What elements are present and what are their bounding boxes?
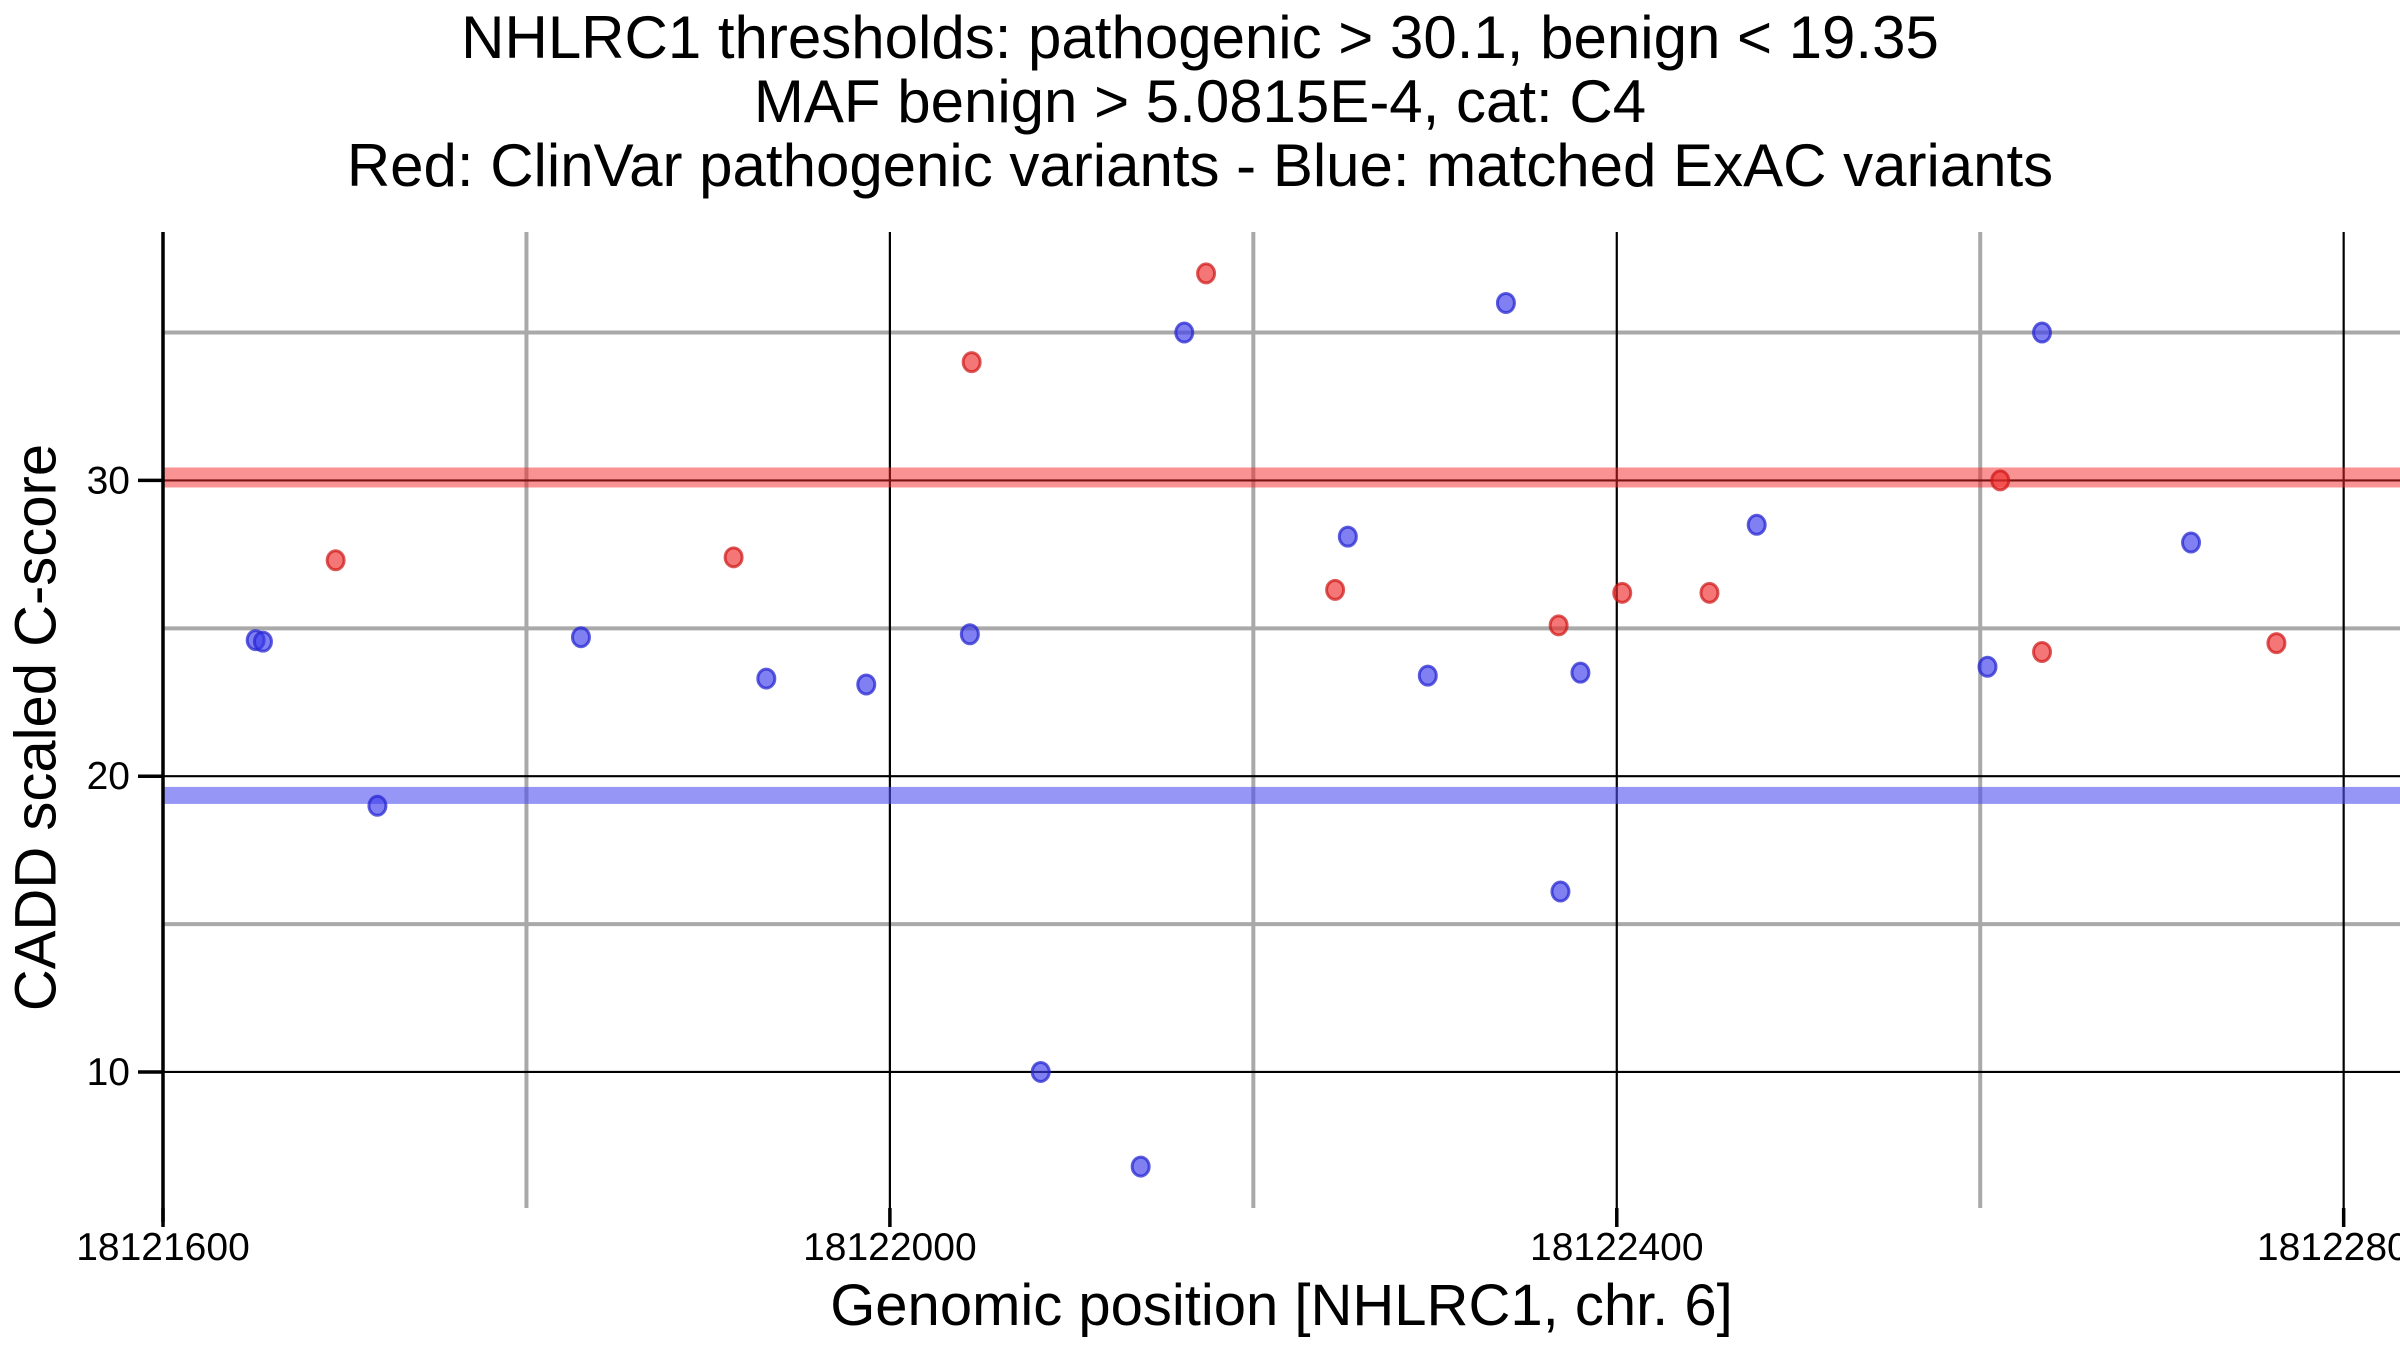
x-axis-title: Genomic position [NHLRC1, chr. 6] — [830, 1273, 1733, 1338]
data-point-pathogenic — [2266, 632, 2287, 655]
data-point-pathogenic — [1196, 262, 1217, 285]
data-point-pathogenic — [723, 546, 744, 569]
data-point-pathogenic — [325, 549, 346, 572]
data-point-exac — [1417, 664, 1438, 687]
data-point-exac — [1337, 525, 1358, 548]
data-point-exac — [1130, 1155, 1151, 1178]
x-tick-label: 18122400 — [1530, 1226, 1704, 1269]
data-point-exac — [1746, 513, 1767, 536]
data-point-exac — [856, 673, 877, 696]
data-point-exac — [1570, 661, 1591, 684]
data-point-exac — [252, 630, 273, 653]
data-point-exac — [959, 623, 980, 646]
data-point-pathogenic — [961, 351, 982, 374]
data-point-exac — [2032, 321, 2053, 344]
data-point-exac — [570, 626, 591, 649]
data-point-exac — [756, 667, 777, 690]
data-point-exac — [1550, 880, 1571, 903]
y-axis-title: CADD scaled C-score — [3, 443, 69, 1012]
data-point-pathogenic — [1325, 578, 1346, 601]
y-tick-label: 20 — [87, 755, 130, 798]
data-point-pathogenic — [2032, 640, 2053, 663]
data-point-exac — [367, 794, 388, 817]
benign-threshold-band — [163, 786, 2400, 804]
chart-title: NHLRC1 thresholds: pathogenic > 30.1, be… — [0, 6, 2400, 198]
data-point-exac — [2181, 531, 2202, 554]
data-point-pathogenic — [1612, 581, 1633, 604]
pathogenic-threshold-band — [163, 467, 2400, 488]
data-point-pathogenic — [1699, 581, 1720, 604]
x-tick-label: 18122800 — [2257, 1226, 2400, 1269]
y-tick-label: 30 — [87, 459, 130, 502]
data-point-exac — [1495, 291, 1516, 314]
data-point-exac — [1174, 321, 1195, 344]
chart-title-line-2: MAF benign > 5.0815E-4, cat: C4 — [753, 68, 1647, 135]
data-point-exac — [1030, 1060, 1051, 1083]
x-tick-label: 18122000 — [803, 1226, 977, 1269]
x-tick-label: 18121600 — [76, 1226, 250, 1269]
chart-title-line-1: NHLRC1 thresholds: pathogenic > 30.1, be… — [461, 4, 1939, 71]
data-point-exac — [1977, 655, 1998, 678]
data-point-pathogenic — [1990, 469, 2011, 492]
data-point-pathogenic — [1548, 614, 1569, 637]
y-tick-label: 10 — [87, 1051, 130, 1094]
chart-title-line-3: Red: ClinVar pathogenic variants - Blue:… — [346, 132, 2054, 199]
